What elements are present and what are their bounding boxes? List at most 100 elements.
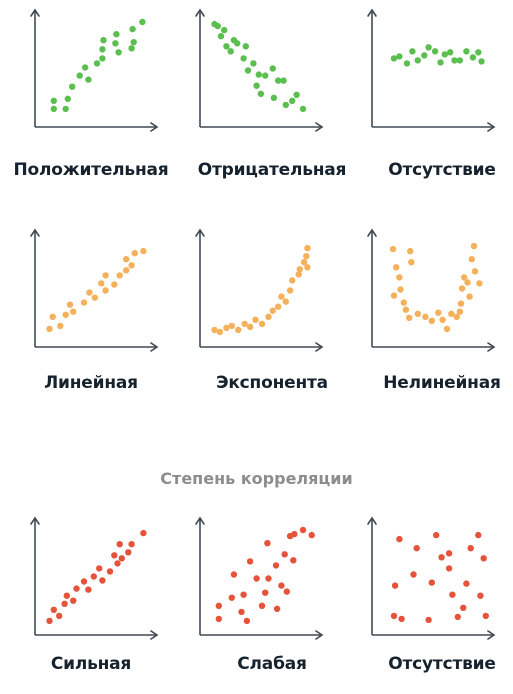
data-point xyxy=(46,325,53,333)
data-point xyxy=(123,256,130,263)
data-point xyxy=(69,83,76,90)
data-point xyxy=(80,299,88,306)
data-point xyxy=(463,580,470,587)
data-point xyxy=(398,615,405,623)
data-point xyxy=(445,565,453,572)
chart-title: Линейная xyxy=(44,373,138,393)
y-axis-arrow xyxy=(367,228,377,237)
data-point xyxy=(409,48,416,55)
data-point xyxy=(62,105,69,113)
data-point xyxy=(215,615,222,623)
scatter-chart-4 xyxy=(30,228,159,352)
data-point xyxy=(70,308,77,315)
chart-title: Сильная xyxy=(50,654,132,674)
data-point xyxy=(139,18,146,26)
data-point xyxy=(278,293,285,300)
data-point xyxy=(123,267,130,274)
data-point xyxy=(390,55,398,62)
data-point xyxy=(64,95,72,103)
data-point xyxy=(425,616,432,624)
data-point xyxy=(113,31,120,38)
data-point xyxy=(281,551,288,558)
data-point xyxy=(478,58,485,65)
data-point xyxy=(468,256,475,263)
data-point xyxy=(234,40,241,47)
data-point xyxy=(262,72,269,79)
scatter-chart-6 xyxy=(367,228,496,352)
data-point xyxy=(406,314,413,321)
data-point xyxy=(407,247,414,255)
data-point xyxy=(50,105,57,113)
data-point xyxy=(437,59,444,66)
data-point xyxy=(244,67,252,74)
data-point xyxy=(99,577,106,584)
x-axis-arrow xyxy=(487,122,496,132)
data-point xyxy=(393,264,400,271)
data-point xyxy=(216,328,224,336)
y-axis-arrow xyxy=(30,228,40,237)
data-point xyxy=(112,40,119,47)
data-point xyxy=(414,57,421,64)
data-point xyxy=(397,286,404,293)
data-point xyxy=(228,594,235,601)
data-point xyxy=(476,280,483,287)
data-point xyxy=(257,90,265,98)
data-point xyxy=(445,550,453,557)
data-point xyxy=(421,52,428,59)
data-point xyxy=(410,571,417,578)
data-point xyxy=(255,71,262,78)
data-point xyxy=(443,325,451,333)
data-point xyxy=(246,558,254,565)
data-point xyxy=(269,65,276,72)
data-point xyxy=(250,60,257,67)
data-point xyxy=(299,526,307,534)
data-point xyxy=(400,299,407,306)
x-axis-arrow xyxy=(150,122,159,132)
y-axis-arrow xyxy=(30,8,40,17)
data-point xyxy=(466,293,473,300)
data-point xyxy=(215,602,222,609)
data-point xyxy=(282,298,289,305)
data-point xyxy=(463,48,470,55)
data-point xyxy=(441,51,448,58)
data-point xyxy=(295,271,302,278)
data-point xyxy=(61,600,68,607)
data-point xyxy=(275,77,282,84)
chart-title: Отсутствие xyxy=(388,654,496,674)
data-point xyxy=(482,612,489,620)
data-point xyxy=(217,33,225,40)
data-point xyxy=(235,326,242,334)
data-point xyxy=(129,25,136,33)
data-point xyxy=(221,26,228,34)
data-point xyxy=(280,77,287,84)
data-point xyxy=(57,322,64,330)
data-point xyxy=(451,57,458,64)
chart-title: Отрицательная xyxy=(197,160,347,180)
data-point xyxy=(428,579,435,586)
data-point xyxy=(396,274,403,281)
data-point xyxy=(282,101,289,109)
data-point xyxy=(243,617,251,625)
data-point xyxy=(241,320,248,328)
data-point xyxy=(258,602,266,609)
data-point xyxy=(475,49,482,56)
data-point xyxy=(433,531,440,539)
scatter-chart-2 xyxy=(195,8,324,132)
data-point xyxy=(283,588,290,595)
data-point xyxy=(230,571,238,578)
data-point xyxy=(85,76,92,83)
data-point xyxy=(102,287,109,294)
data-point xyxy=(403,60,411,67)
data-point xyxy=(469,54,477,61)
data-point xyxy=(111,552,118,559)
data-point xyxy=(56,612,63,620)
data-point xyxy=(102,272,109,279)
data-point xyxy=(128,45,135,52)
data-point xyxy=(46,617,53,625)
section-title-correlation-strength: Степень корреляции xyxy=(160,469,353,488)
data-point xyxy=(62,311,69,318)
data-point xyxy=(391,582,399,589)
data-point xyxy=(272,562,280,569)
data-point xyxy=(290,557,297,564)
